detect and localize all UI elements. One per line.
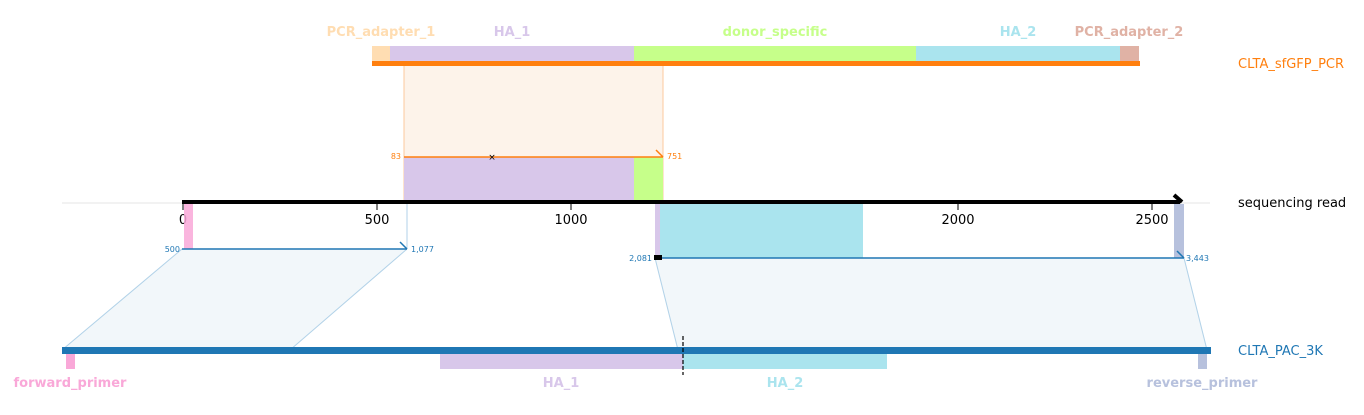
bottom-alignment-2-arrowhead [1176,250,1185,259]
bottom-feature-ha2-bar [683,353,887,369]
bottom-alignment-1-start: 500 [165,245,180,254]
read-tick-label-2000: 2000 [941,213,974,228]
bottom-alignment-1-shade [62,249,407,350]
bottom-alignment-1-arrowhead [399,241,408,250]
bottom-feature-ha1-bar [440,353,683,369]
top-alignment: × 83 751 [391,66,682,202]
top-target-name: CLTA_sfGFP_PCR [1238,57,1344,72]
read-ha2-projection [660,204,863,258]
top-feature-label-pcr-adapter-2: PCR_adapter_2 [1075,25,1184,40]
bottom-feature-forward-primer-bar [66,353,75,369]
read-donor-specific-projection [634,157,663,202]
top-alignment-arrowhead [655,149,664,158]
bottom-alignment-2-end: 3,443 [1186,254,1209,263]
read-name: sequencing read [1238,196,1346,211]
top-feature-donor-specific-bar [634,46,916,62]
bottom-alignment-1-end: 1,077 [411,245,434,254]
top-mismatch-marker: × [488,153,496,163]
top-alignment-end: 751 [667,152,682,161]
bottom-target-name: CLTA_PAC_3K [1238,344,1323,359]
bottom-alignment-2-mismatch-marker [654,255,662,260]
bottom-feature-label-reverse-primer: reverse_primer [1147,376,1259,391]
top-feature-label-pcr-adapter-1: PCR_adapter_1 [327,25,436,40]
bottom-feature-label-ha1: HA_1 [543,376,580,391]
read-tick-label-2500: 2500 [1135,213,1168,228]
bottom-alignment-1-left-edge [61,248,183,351]
top-feature-ha2-bar [916,46,1120,62]
sequencing-read-track: 0 500 1000 1500 2000 2500 sequencing rea… [62,193,1346,228]
read-tick-label-500: 500 [365,213,390,228]
read-tick-label-1000: 1000 [554,213,587,228]
bottom-alignment-2-right-edge [1183,257,1208,351]
bottom-alignment-2-start: 2,081 [629,254,652,263]
top-feature-ha1-bar [390,46,634,62]
top-target-line [372,61,1140,66]
read-forward-primer-projection [184,204,193,249]
bottom-alignment-2: 2,081 3,443 [629,204,1209,351]
top-feature-label-donor-specific: donor_specific [723,25,828,40]
bottom-target-line [62,347,1211,354]
top-target-track: PCR_adapter_1 HA_1 donor_specific HA_2 P… [327,25,1344,72]
top-feature-label-ha2: HA_2 [1000,25,1037,40]
read-reverse-primer-projection [1174,204,1184,258]
bottom-alignment-1: 500 1,077 [61,204,434,351]
read-arrowhead [1172,193,1184,204]
read-tick-label-0: 0 [179,213,187,228]
bottom-feature-label-forward-primer: forward_primer [14,376,128,391]
top-feature-label-ha1: HA_1 [494,25,531,40]
bottom-feature-reverse-primer-bar [1198,353,1207,369]
bottom-alignment-2-shade [655,258,1207,350]
read-ha1-tail-projection [655,204,660,258]
bottom-alignment-1-right-edge [289,248,408,351]
top-feature-pcr-adapter-2-bar [1120,46,1139,62]
top-feature-pcr-adapter-1-bar [372,46,390,62]
top-alignment-start: 83 [391,152,401,161]
read-ha1-projection [404,157,634,202]
bottom-alignment-2-left-edge [654,257,679,351]
bottom-feature-label-ha2: HA_2 [767,376,804,391]
bottom-target-track: forward_primer HA_1 HA_2 reverse_primer … [14,336,1323,391]
